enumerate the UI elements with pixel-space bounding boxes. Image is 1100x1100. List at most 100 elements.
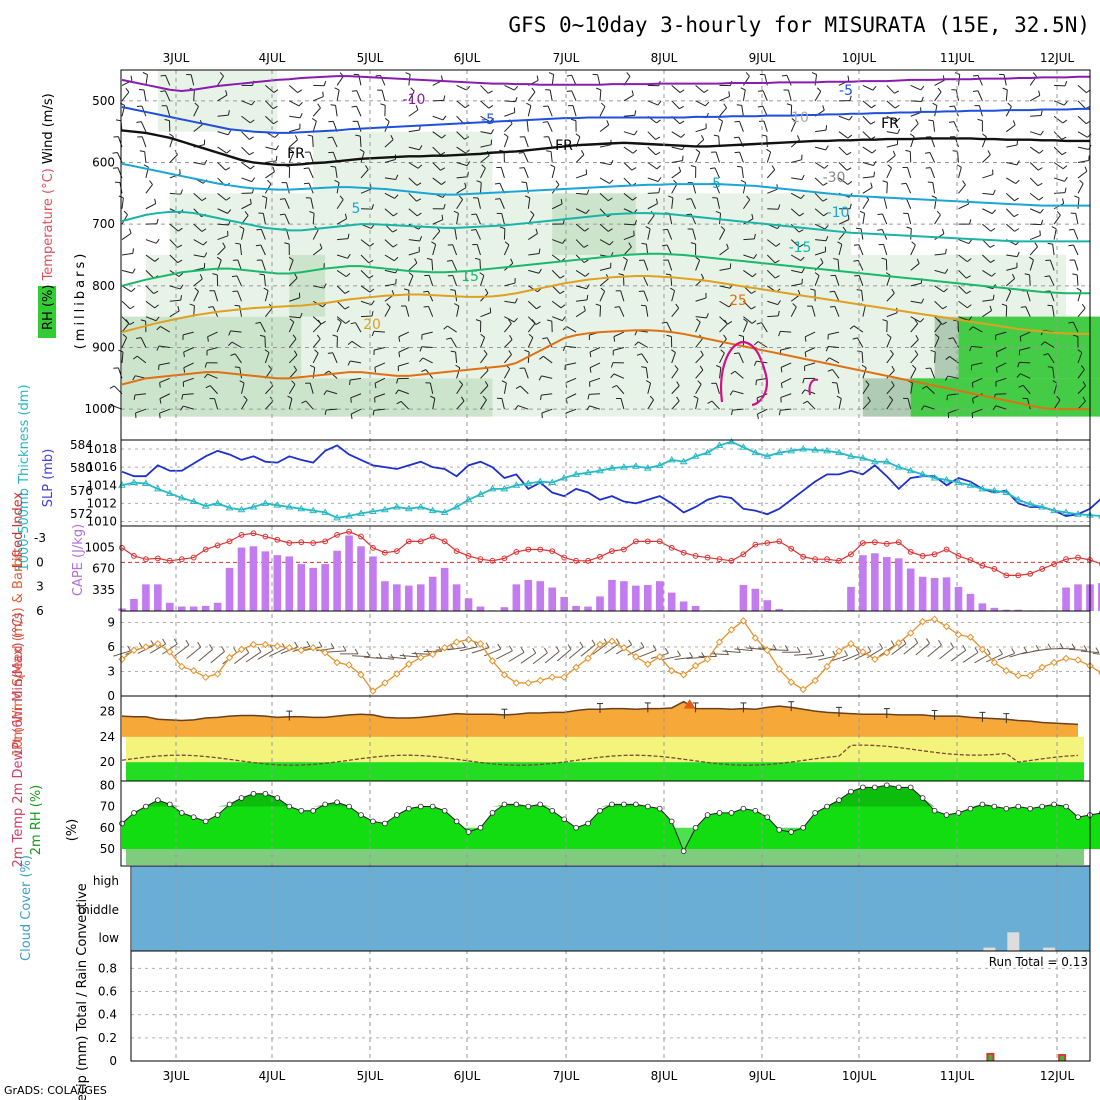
wind-barb-flag: [471, 213, 477, 216]
wind-barb: [791, 177, 803, 181]
wind-barb: [408, 129, 420, 133]
rh-point: [310, 807, 317, 814]
wind-speed-point: [859, 648, 867, 656]
wind-barb: [336, 89, 340, 101]
wind-barb-flag: [583, 259, 589, 263]
wind-speed-point: [703, 655, 712, 663]
wind-barb-flag: [922, 385, 927, 390]
wind-barb-flag: [671, 349, 676, 353]
wind-barb: [838, 398, 842, 410]
wind-barb: [547, 121, 553, 132]
wind-barb: [862, 187, 873, 194]
wind-barb-flag: [1052, 380, 1058, 384]
wind-barb-flag: [423, 290, 429, 293]
wind-barb: [551, 254, 562, 262]
lifted-index-point: [1063, 556, 1069, 563]
wind-barb-flag: [586, 294, 589, 300]
wind-barb: [791, 159, 802, 163]
wind-barb-flag: [891, 288, 895, 294]
wind-barb-flag: [921, 96, 924, 102]
wind-barb-flag: [894, 104, 900, 109]
surface-wind-barb-flag: [390, 654, 395, 660]
precip-bar-rain: [988, 1054, 993, 1061]
wind-barb: [528, 269, 540, 274]
wind-barb-flag: [778, 331, 781, 337]
wind-barb-flag: [154, 198, 157, 204]
thickness-marker: [870, 457, 879, 465]
wind-barb-flag: [178, 227, 183, 232]
wind-barb: [910, 323, 919, 333]
cape-bar: [667, 592, 676, 611]
wind-barb: [671, 352, 676, 364]
wind-barb-flag: [727, 320, 733, 325]
wind-barb-flag: [1039, 230, 1041, 236]
wind-barb-flag: [289, 148, 294, 153]
wind-barb: [384, 177, 396, 180]
wind-barb: [695, 354, 704, 364]
wind-barb: [719, 267, 731, 271]
wind-barb: [1005, 106, 1012, 117]
rh-point: [1063, 803, 1069, 810]
wind-barb: [671, 85, 681, 93]
wind-barb: [1053, 399, 1061, 410]
wind-barb: [456, 84, 467, 91]
wind-barb: [719, 120, 724, 132]
cape-bar: [739, 584, 748, 611]
wind-barb-flag: [344, 306, 350, 310]
wind-barb: [982, 239, 991, 248]
wind-barb: [288, 277, 298, 287]
temp-ylabel: 2m Temp 2m DewPt (6hr Min/Max) (°C): [11, 613, 26, 868]
wind-barb: [934, 300, 943, 310]
wind-barb-flag: [351, 105, 357, 108]
cape-bar: [847, 586, 855, 611]
wind-barb: [910, 282, 922, 287]
cape-bar: [990, 607, 999, 611]
lifted-index-point: [143, 556, 149, 563]
cape-bar: [309, 567, 317, 611]
wind-barb: [588, 393, 601, 395]
wind-barb-flag: [403, 288, 410, 291]
wind-barb-flag: [865, 380, 870, 385]
wind-barb: [428, 306, 434, 317]
wind-barb: [742, 321, 748, 333]
wind-barb-flag: [944, 375, 949, 381]
wind-barb-flag: [665, 273, 671, 276]
wind-barb-flag: [513, 317, 518, 323]
wind-barb: [1076, 274, 1079, 286]
wind-barb-flag: [536, 305, 541, 310]
pressure-tick-1000: 1000: [84, 402, 115, 416]
wind-barb-flag: [595, 87, 602, 91]
wind-barb-flag: [1040, 110, 1043, 116]
wind-barb-flag: [1072, 334, 1079, 337]
wind-barb-flag: [777, 204, 781, 210]
wind-barb-flag: [628, 242, 632, 248]
wind-barb-flag: [781, 74, 787, 77]
surface-wind-barb: [722, 650, 741, 653]
isotherm-5: [121, 162, 1090, 207]
wind-barb-flag: [633, 130, 638, 136]
rh-point: [453, 818, 460, 825]
wind-barb-flag: [225, 196, 231, 201]
wind-barb-flag: [914, 319, 919, 324]
wind-barb: [671, 160, 683, 163]
wind-barb-flag: [394, 194, 399, 199]
wind-barb: [1030, 131, 1041, 136]
wind-barb: [934, 285, 945, 293]
wind-barb: [1077, 131, 1088, 138]
wind-barb-flag: [693, 395, 699, 399]
wind-barb: [312, 247, 323, 256]
wind-barb-flag: [631, 90, 634, 96]
wind-barb-flag: [1034, 242, 1038, 248]
wind-speed-point: [632, 653, 640, 661]
thickness-marker: [261, 499, 270, 506]
wind-barb: [527, 197, 531, 209]
rh-shade-mid: [122, 378, 493, 417]
wind-barb-flag: [585, 209, 590, 214]
wind-barb: [350, 360, 362, 364]
wind-barb: [647, 203, 658, 210]
wind-barb-flag: [1016, 251, 1020, 257]
wind-barb: [589, 377, 601, 383]
wind-barb: [814, 177, 824, 186]
wind-barb-flag: [330, 165, 336, 168]
lifted-index-point: [501, 555, 508, 562]
